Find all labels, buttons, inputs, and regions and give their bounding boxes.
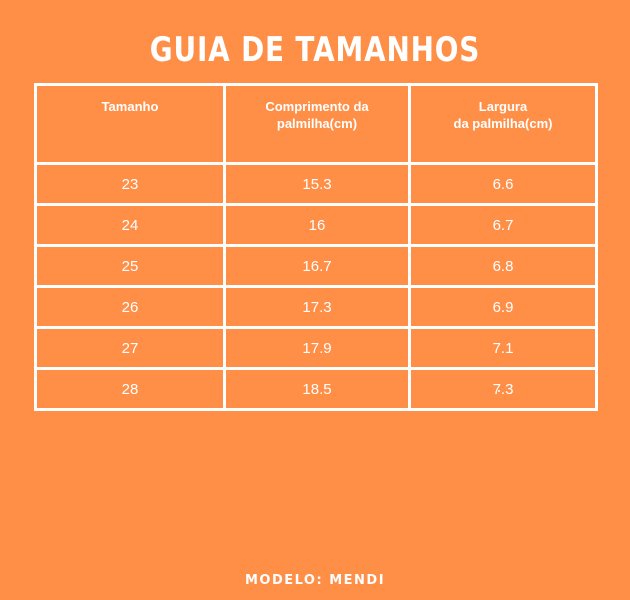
header-insole-length: Comprimento da palmilha(cm) xyxy=(223,83,411,165)
cell-width: 6.7 xyxy=(407,203,599,247)
cell-size: 25 xyxy=(34,244,226,288)
cell-size: 23 xyxy=(34,162,226,206)
cell-width: 7.1 xyxy=(407,326,599,370)
cell-length: 17.3 xyxy=(223,285,411,329)
table-row: 25 16.7 6.8 xyxy=(34,244,599,288)
cell-width: 6.6 xyxy=(407,162,599,206)
cell-length: 16.7 xyxy=(223,244,411,288)
stray-dot xyxy=(498,390,500,392)
cell-length: 17.9 xyxy=(223,326,411,370)
table-row: 24 16 6.7 xyxy=(34,203,599,247)
table-row: 23 15.3 6.6 xyxy=(34,162,599,206)
cell-width: 6.8 xyxy=(407,244,599,288)
cell-size: 24 xyxy=(34,203,226,247)
table-row: 27 17.9 7.1 xyxy=(34,326,599,370)
cell-length: 16 xyxy=(223,203,411,247)
cell-size: 27 xyxy=(34,326,226,370)
cell-size: 26 xyxy=(34,285,226,329)
table-header-row: Tamanho Comprimento da palmilha(cm) Larg… xyxy=(34,83,599,165)
cell-width: 7.3 xyxy=(407,367,599,411)
size-chart-table: Tamanho Comprimento da palmilha(cm) Larg… xyxy=(34,83,599,411)
table-row: 26 17.3 6.9 xyxy=(34,285,599,329)
model-label: MODELO: MENDI xyxy=(244,573,386,588)
cell-length: 18.5 xyxy=(223,367,411,411)
header-insole-width: Largura da palmilha(cm) xyxy=(407,83,599,165)
table-row: 28 18.5 7.3 xyxy=(34,367,599,411)
cell-size: 28 xyxy=(34,367,226,411)
cell-width: 6.9 xyxy=(407,285,599,329)
cell-length: 15.3 xyxy=(223,162,411,206)
page-title: GUIA DE TAMANHOS xyxy=(149,30,481,70)
header-size: Tamanho xyxy=(34,83,226,165)
